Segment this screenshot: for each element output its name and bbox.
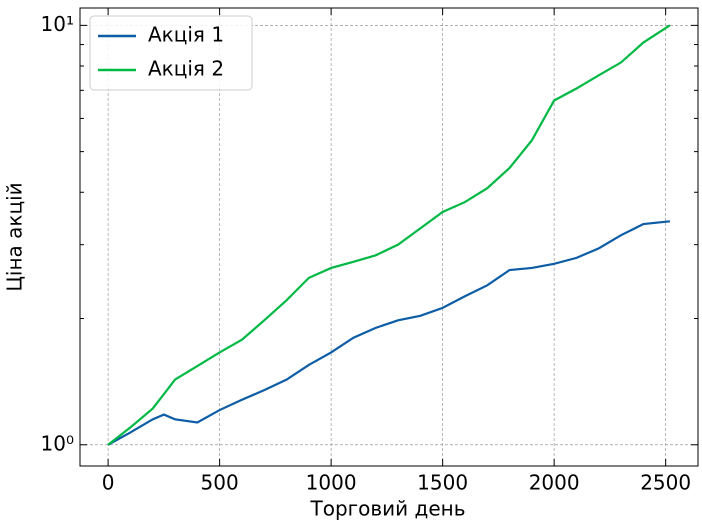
x-axis-label: Торговий день	[309, 497, 465, 521]
x-tick-label: 0	[102, 471, 115, 495]
x-tick-label: 500	[201, 471, 239, 495]
x-tick-label: 1500	[417, 471, 468, 495]
x-tick-label: 1000	[306, 471, 357, 495]
legend-label: Акція 2	[148, 57, 224, 81]
y-axis-label: Ціна акцій	[3, 182, 27, 291]
legend-label: Акція 1	[148, 23, 224, 47]
y-tick-label: 10⁰	[41, 431, 74, 455]
y-tick-label: 10¹	[41, 12, 74, 36]
legend-box	[89, 15, 253, 91]
x-tick-label: 2000	[529, 471, 580, 495]
plot-frame	[79, 7, 699, 467]
line-series	[107, 24, 671, 446]
x-tick-label: 2500	[640, 471, 691, 495]
line-series	[107, 220, 671, 446]
